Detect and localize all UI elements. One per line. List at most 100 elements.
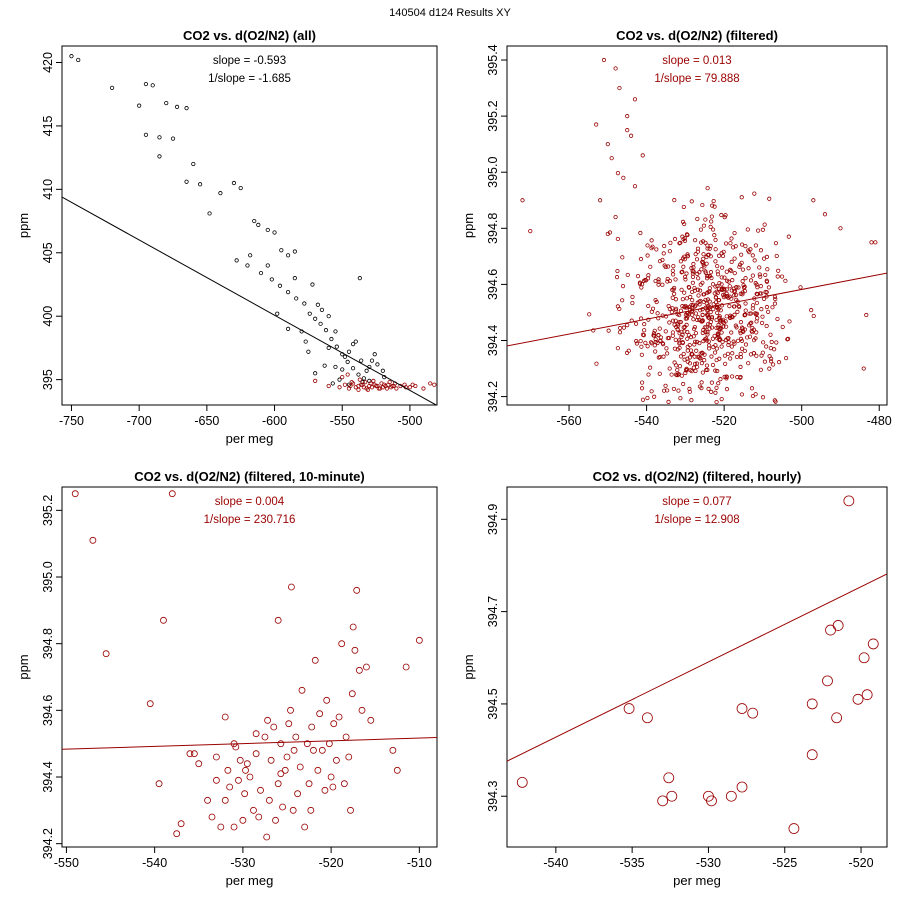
data-point — [692, 238, 698, 243]
data-point — [146, 700, 154, 708]
data-point — [186, 750, 194, 758]
data-point — [683, 277, 688, 282]
data-point — [361, 385, 366, 390]
data-point — [736, 303, 741, 309]
y-axis: 394.2 394.4 394.6 394.8 395.0 395.2 — [41, 495, 62, 859]
annotation: 1/slope = 12.908 — [654, 514, 739, 526]
data-point — [288, 583, 295, 591]
data-point — [711, 307, 716, 312]
data-point — [250, 806, 257, 814]
chart-title: CO2 vs. d(O2/N2) (all) — [183, 28, 316, 43]
data-point — [688, 335, 694, 340]
data-point — [730, 374, 735, 379]
x-axis-label: per meg — [226, 431, 274, 446]
series-filtered — [520, 57, 878, 371]
data-point — [670, 306, 675, 311]
data-point — [601, 57, 607, 63]
data-point — [873, 240, 878, 245]
data-point — [736, 781, 748, 793]
data-point — [783, 278, 788, 283]
data-point — [665, 264, 671, 269]
data-point — [697, 356, 703, 361]
data-point — [157, 135, 162, 140]
data-point — [363, 380, 368, 385]
data-point — [743, 312, 748, 317]
data-point — [277, 770, 285, 778]
data-point — [321, 786, 329, 794]
data-point — [658, 338, 663, 344]
data-point — [143, 132, 149, 137]
series-hourly — [516, 495, 879, 834]
data-point — [368, 381, 373, 386]
data-point — [745, 227, 750, 232]
data-point — [676, 372, 681, 377]
data-point — [673, 308, 678, 313]
data-point — [723, 361, 728, 366]
data-point — [753, 336, 758, 341]
data-point — [742, 348, 747, 353]
data-point — [516, 776, 528, 788]
data-point — [682, 329, 687, 334]
data-point — [150, 83, 155, 88]
data-point — [724, 324, 729, 329]
data-point — [645, 243, 650, 248]
data-point — [645, 253, 650, 258]
data-point — [714, 325, 719, 331]
data-point — [695, 216, 700, 222]
data-point — [722, 353, 728, 358]
plot-frame — [61, 486, 438, 848]
data-point — [235, 776, 242, 784]
data-point — [734, 354, 740, 360]
data-point — [734, 285, 739, 290]
data-point — [649, 389, 654, 394]
data-point — [660, 282, 665, 287]
data-point — [760, 395, 766, 400]
data-point — [625, 128, 630, 133]
data-point — [432, 382, 437, 387]
data-point — [692, 354, 697, 359]
data-point — [704, 338, 709, 343]
data-point — [670, 295, 675, 300]
data-point — [702, 292, 707, 297]
data-point — [743, 276, 748, 281]
y-tick-label: 394.7 — [486, 596, 500, 627]
data-point — [164, 100, 169, 106]
data-point — [738, 364, 743, 369]
data-point — [680, 304, 685, 309]
data-point — [689, 303, 694, 308]
data-point — [719, 330, 724, 335]
data-point — [643, 340, 648, 345]
data-point — [685, 344, 690, 349]
data-point — [609, 156, 614, 161]
x-axis-label: per meg — [226, 873, 274, 888]
data-point — [710, 203, 715, 208]
data-point — [753, 311, 758, 316]
data-point — [649, 341, 654, 346]
data-point — [739, 346, 745, 351]
data-point — [708, 254, 713, 259]
data-point — [645, 395, 650, 401]
data-point — [713, 259, 718, 264]
data-point — [303, 740, 311, 748]
data-point — [639, 285, 644, 290]
data-point — [275, 311, 280, 316]
data-point — [221, 796, 229, 804]
data-point — [625, 272, 630, 278]
data-point — [762, 359, 767, 364]
data-point — [663, 383, 668, 388]
data-point — [700, 312, 705, 318]
data-point — [701, 252, 706, 257]
data-point — [683, 370, 688, 376]
data-point — [263, 833, 271, 841]
data-point — [679, 334, 684, 340]
data-point — [700, 280, 705, 285]
data-point — [157, 154, 162, 159]
data-point — [221, 713, 229, 721]
data-point — [704, 312, 710, 317]
data-point — [639, 380, 645, 385]
data-point — [71, 490, 79, 498]
data-point — [728, 267, 733, 272]
data-point — [613, 214, 618, 220]
data-point — [714, 385, 719, 390]
data-point — [673, 297, 679, 302]
